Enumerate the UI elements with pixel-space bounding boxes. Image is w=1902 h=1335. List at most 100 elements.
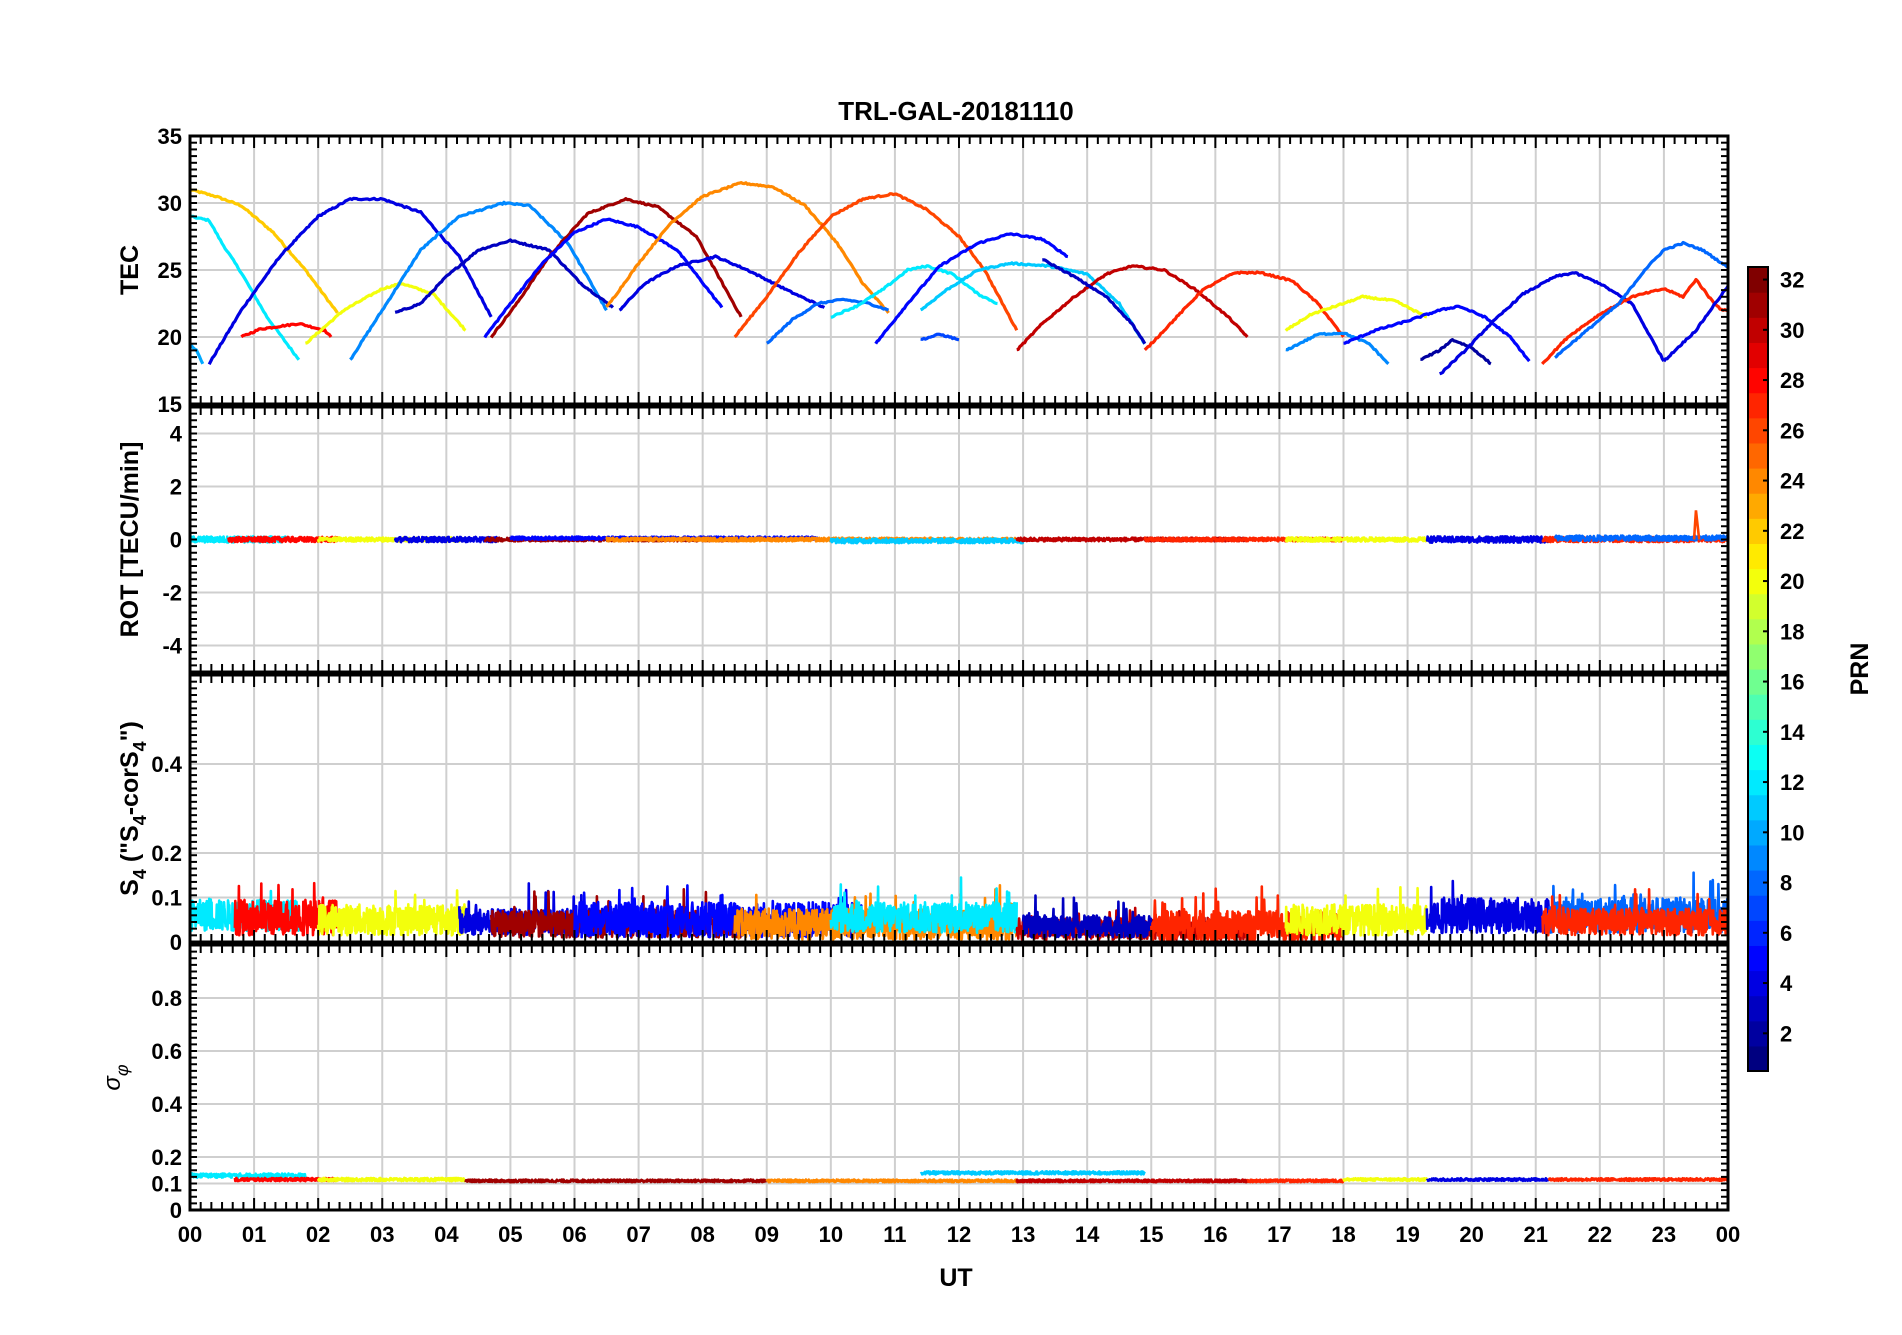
colorbar-swatch (1748, 367, 1768, 394)
series-s4-prn12-7 (829, 876, 1018, 935)
x-tick-label: 17 (1267, 1222, 1291, 1247)
x-tick-label: 13 (1011, 1222, 1035, 1247)
x-tick-label: 05 (498, 1222, 522, 1247)
x-tick-label: 00 (1716, 1222, 1740, 1247)
y-tick-label-tec: 20 (158, 325, 182, 350)
series-tec-prn31-8 (489, 197, 743, 339)
y-tick-label-sigma: 0.2 (151, 1145, 182, 1170)
series-tec-prn12-14 (830, 264, 998, 319)
x-tick-label: 09 (755, 1222, 779, 1247)
colorbar-swatch (1748, 468, 1768, 494)
colorbar-swatch (1748, 392, 1768, 419)
x-tick-label: 02 (306, 1222, 330, 1247)
panel-s4: 0 0.1 0.2 0.4S4 ("S4-corS4") (116, 673, 1730, 955)
x-tick-label: 14 (1075, 1222, 1100, 1247)
colorbar-swatch (1748, 920, 1768, 946)
colorbar-swatch (1748, 694, 1768, 720)
series-s4-prn20-2 (316, 889, 467, 937)
panel-rot: -4 -2 0 2 4 ROT [TECU/min] (116, 405, 1730, 674)
colorbar-swatch (1748, 292, 1768, 318)
series-rot-prn11-7 (829, 537, 1025, 545)
x-tick-label: 23 (1652, 1222, 1676, 1247)
colorbar-swatch (1748, 995, 1768, 1022)
ticks-tec (189, 135, 1729, 405)
series-tec-prn20-5 (305, 282, 467, 345)
x-tick-label: 06 (562, 1222, 586, 1247)
colorbar-tick-label: 2 (1780, 1021, 1792, 1046)
series-tec-prn8-12 (766, 297, 890, 345)
series-sigma-prn30-6 (1015, 1178, 1249, 1184)
colorbar-tick-label: 4 (1780, 971, 1793, 996)
series-tec-prn30-18 (1016, 264, 1249, 352)
x-tick-label: 19 (1395, 1222, 1419, 1247)
ticks-rot (189, 406, 1729, 673)
x-tick-label: 01 (242, 1222, 266, 1247)
rot-spike-0 (1692, 510, 1701, 540)
colorbar-tick-label: 22 (1780, 519, 1804, 544)
x-axis-label: UT (939, 1264, 972, 1292)
colorbar-tick-label: 10 (1780, 820, 1804, 845)
series-group-rot (190, 510, 1728, 545)
colorbar-swatch (1748, 543, 1768, 570)
series-sigma-prn31-3 (464, 1178, 768, 1184)
colorbar-swatch (1748, 870, 1768, 896)
colorbar-tick-label: 20 (1780, 569, 1804, 594)
x-tick-label: 18 (1331, 1222, 1355, 1247)
colorbar-tick-label: 8 (1780, 871, 1792, 896)
x-tick-label: 11 (883, 1222, 906, 1247)
colorbar-swatch (1748, 417, 1768, 444)
x-tick-label: 21 (1524, 1222, 1548, 1247)
colorbar-swatch (1748, 744, 1768, 771)
colorbar-swatch (1748, 819, 1768, 846)
y-axis-label-tec: TEC (116, 245, 144, 295)
series-tec-prn2-24 (1420, 338, 1492, 366)
x-tick-label: 12 (947, 1222, 971, 1247)
colorbar-tick-label: 16 (1780, 670, 1804, 695)
y-tick-label-rot: -2 (162, 581, 182, 606)
series-tec-prn5-15 (874, 232, 1069, 345)
colorbar-tick-label: 30 (1780, 318, 1804, 343)
series-tec-prn8-27 (1554, 240, 1728, 359)
y-tick-label-rot: 2 (170, 475, 182, 500)
x-tick-label: 22 (1588, 1222, 1612, 1247)
y-tick-label-tec: 30 (158, 191, 182, 216)
colorbar-swatch (1748, 1045, 1768, 1072)
colorbar-swatch (1748, 895, 1768, 921)
series-tec-prn4-10 (618, 254, 826, 312)
x-tick-label: 20 (1459, 1222, 1483, 1247)
colorbar-swatch (1748, 342, 1768, 369)
y-tick-label-sigma: 0.4 (151, 1092, 182, 1117)
series-sigma-prn12-0 (190, 1172, 307, 1179)
colorbar-swatch (1748, 769, 1768, 796)
y-tick-label-s4: 0.4 (151, 752, 182, 777)
colorbar-swatch (1748, 794, 1768, 821)
x-tick-label: 07 (626, 1222, 650, 1247)
y-tick-label-rot: 0 (170, 528, 182, 553)
series-tec-prn3-7 (394, 238, 615, 314)
colorbar-swatch (1748, 669, 1768, 695)
series-sigma-prn27-10 (1547, 1176, 1728, 1183)
colorbar-swatch (1748, 844, 1768, 871)
series-sigma-prn20-2 (316, 1176, 467, 1183)
series-tec-prn11-16 (919, 261, 1147, 345)
colorbar-swatch (1748, 618, 1768, 645)
series-tec-prn27-20 (1143, 270, 1345, 352)
colorbar-tick-label: 26 (1780, 418, 1804, 443)
colorbar-tick-label: 12 (1780, 770, 1804, 795)
y-tick-label-rot: 4 (170, 422, 183, 447)
series-tec-prn7-17 (920, 332, 960, 342)
x-tick-label: 10 (819, 1222, 843, 1247)
y-tick-label-sigma: 0.6 (151, 1039, 182, 1064)
x-tick-label: 04 (434, 1222, 459, 1247)
colorbar-swatch (1748, 593, 1768, 620)
colorbar-swatch (1748, 1020, 1768, 1047)
x-tick-label: 03 (370, 1222, 394, 1247)
x-tick-label: 15 (1139, 1222, 1163, 1247)
y-axis-label-s4: S4 ("S4-corS4") (116, 721, 150, 896)
series-tec-prn22-0 (190, 188, 339, 314)
x-tick-label: 16 (1203, 1222, 1227, 1247)
